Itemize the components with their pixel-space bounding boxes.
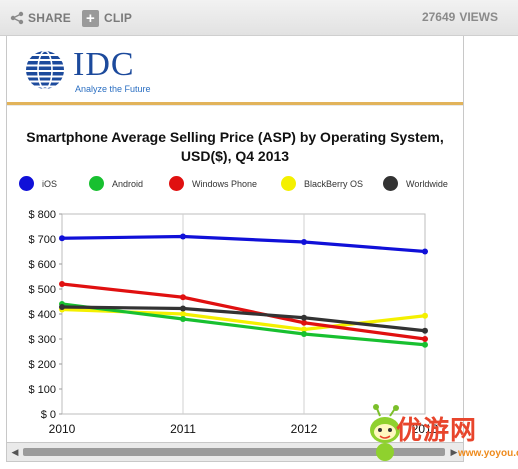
legend-swatch-windows-phone [169,176,184,191]
data-point-ios [59,235,65,242]
data-point-windows-phone [59,281,65,287]
idc-logo: IDC Analyze the Future [21,46,161,98]
chart-title-line-2: USD($), Q4 2013 [180,148,290,164]
series-line-ios [60,234,427,254]
y-tick-label: $ 500 [28,284,56,296]
series-line-android [60,302,427,347]
x-tick-label: 2011 [170,422,196,436]
y-tick-label: $ 600 [28,259,56,271]
series-line-worldwide [60,305,427,333]
idc-tagline: Analyze the Future [75,84,151,94]
watermark-url: www.yoyou.com [458,448,518,459]
data-point-ios [180,233,186,240]
scroll-right-arrow-icon[interactable]: ▶ [450,447,458,457]
legend-swatch-blackberry-os [281,176,296,191]
data-point-blackberry-os [422,312,428,319]
legend-item-windows-phone[interactable]: Windows Phone [169,176,257,191]
views-count: 27649 [421,10,456,24]
legend-item-android[interactable]: Android [89,176,143,191]
header-divider-shadow [7,105,463,106]
data-point-android [422,341,428,348]
share-button[interactable]: SHARE [10,9,71,27]
legend-item-blackberry-os[interactable]: BlackBerry OS [281,176,363,191]
report-header: IDC Analyze the Future [7,36,463,106]
chart-panel: IDC Analyze the Future Smartphone Averag… [6,36,464,442]
data-point-worldwide [180,305,186,312]
y-tick-label: $ 400 [28,309,56,321]
legend-swatch-android [89,176,104,191]
y-tick-label: $ 100 [28,384,56,396]
scroll-left-arrow-icon[interactable]: ◀ [11,447,19,457]
data-point-ios [301,239,307,245]
data-point-worldwide [422,327,428,334]
scrollbar-thumb[interactable] [23,448,445,456]
chart-legend: iOS Android Windows Phone BlackBerry OS … [17,176,463,196]
share-label: SHARE [28,11,72,25]
data-point-windows-phone [180,294,186,301]
legend-item-ios[interactable]: iOS [19,176,57,191]
data-point-android [301,331,307,337]
data-point-blackberry-os [301,326,307,333]
data-point-worldwide [59,304,65,310]
legend-label-worldwide: Worldwide [406,178,448,189]
data-point-ios [422,248,428,255]
data-point-windows-phone [301,319,307,326]
data-point-worldwide [301,314,307,321]
legend-label-windows-phone: Windows Phone [192,178,258,189]
data-point-android [180,316,186,322]
legend-label-ios: iOS [42,178,58,189]
header-divider [7,102,463,105]
line-chart: $ 0 $ 100 $ 200 $ 300 $ 400 $ 500 $ 600 $ 700 $ … [28,209,439,436]
side-gutter [464,36,518,442]
y-tick-label: $ 200 [28,359,56,371]
legend-swatch-worldwide [383,176,398,191]
legend-label-android: Android [112,178,144,189]
y-tick-label: $ 0 [41,409,56,421]
toolbar: SHARE + CLIP 27649 VIEWS [0,0,518,36]
x-tick-label: 2012 [291,422,318,436]
chart-title: Smartphone Average Selling Price (ASP) b… [7,128,463,166]
clip-button[interactable]: + CLIP [82,9,132,27]
share-icon [10,11,24,25]
y-tick-label: $ 800 [28,209,56,221]
globe-icon [26,51,64,89]
legend-swatch-ios [19,176,34,191]
mascot-icon [370,404,400,461]
views-counter: 27649 VIEWS [418,10,498,24]
legend-item-worldwide[interactable]: Worldwide [383,176,448,191]
legend-label-blackberry-os: BlackBerry OS [304,178,364,189]
idc-wordmark: IDC [73,46,135,83]
plus-icon: + [82,9,99,27]
horizontal-scrollbar[interactable]: ◀ ▶ [6,442,464,462]
clip-label: CLIP [104,11,133,25]
data-point-windows-phone [422,336,428,342]
y-tick-label: $ 700 [28,234,56,246]
yoyou-watermark: 优游网 www.yoyou.com [368,404,518,469]
y-tick-label: $ 300 [28,334,56,346]
x-tick-label: 2013 [412,422,439,436]
views-label: VIEWS [459,10,498,24]
series-line-windows-phone [60,282,427,341]
chart-title-line-1: Smartphone Average Selling Price (ASP) b… [26,129,444,145]
watermark-text: 优游网 [396,416,478,446]
x-tick-label: 2010 [49,422,76,436]
data-point-blackberry-os [180,311,186,317]
